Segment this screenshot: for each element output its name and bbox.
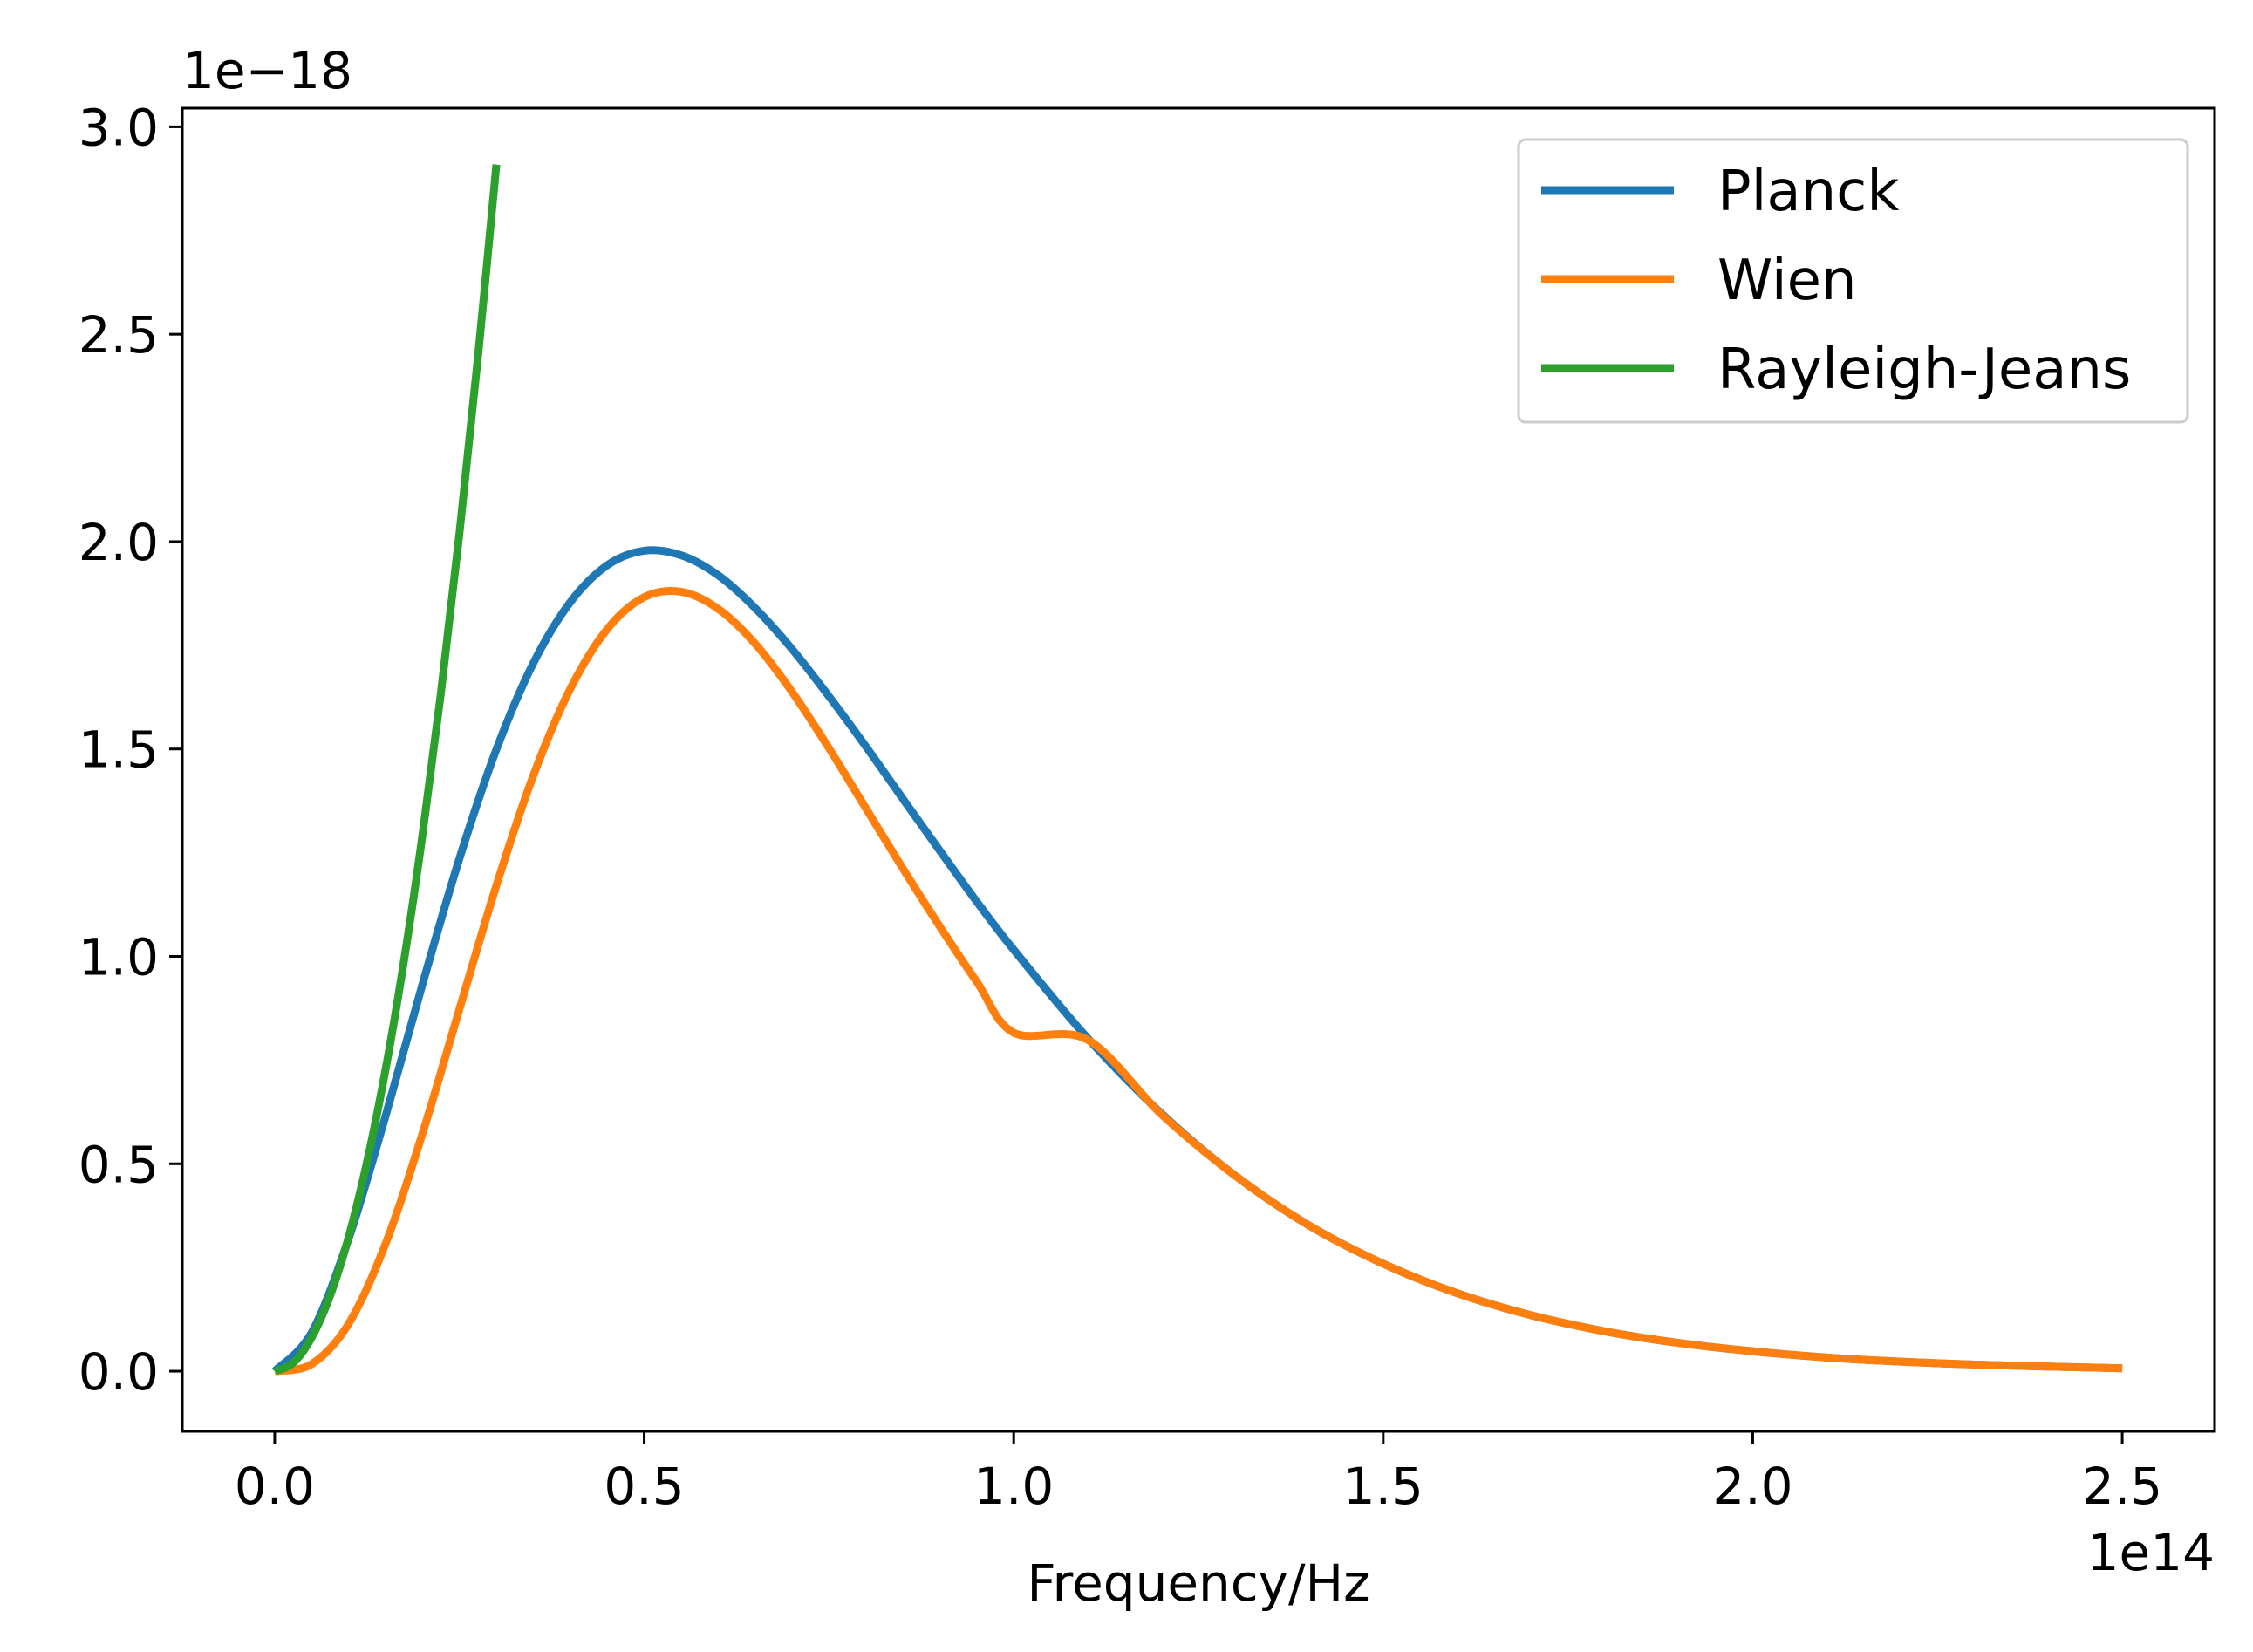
y-tick-label: 0.5 [79, 1135, 159, 1194]
x-tick-label: 1.5 [1343, 1457, 1423, 1516]
x-tick-label: 0.5 [604, 1457, 684, 1516]
x-axis: 0.0 0.5 1.0 1.5 2.0 2.5 [235, 1431, 2162, 1516]
plot-frame [181, 106, 2216, 1433]
legend-label-wien: Wien [1717, 249, 1857, 313]
series-layer [271, 164, 2123, 1376]
y-offset-label: 1e−18 [182, 41, 352, 100]
y-tick-label: 2.0 [79, 513, 159, 572]
y-tick-label: 1.0 [79, 927, 159, 986]
legend: Planck Wien Rayleigh-Jeans [1517, 138, 2189, 424]
y-tick-label: 3.0 [79, 98, 159, 157]
y-axis: 0.0 0.5 1.0 1.5 2.0 2.5 3.0 [79, 98, 182, 1402]
legend-label-rayleigh-jeans: Rayleigh-Jeans [1717, 338, 2131, 402]
x-offset-label: 1e14 [2087, 1523, 2215, 1582]
series-line-rayleigh-jeans [273, 164, 501, 1376]
series-line-wien [274, 587, 2123, 1376]
y-tick-label: 1.5 [79, 720, 159, 780]
x-tick-label: 2.5 [2082, 1457, 2162, 1516]
x-tick-label: 1.0 [973, 1457, 1054, 1516]
x-tick-label: 2.0 [1712, 1457, 1792, 1516]
y-tick-label: 0.0 [79, 1342, 159, 1402]
legend-box [1517, 138, 2189, 424]
x-axis-label: Frequency/Hz [1027, 1553, 1369, 1613]
y-tick-label: 2.5 [79, 305, 159, 365]
legend-label-planck: Planck [1717, 160, 1899, 224]
x-tick-label: 0.0 [235, 1457, 315, 1516]
